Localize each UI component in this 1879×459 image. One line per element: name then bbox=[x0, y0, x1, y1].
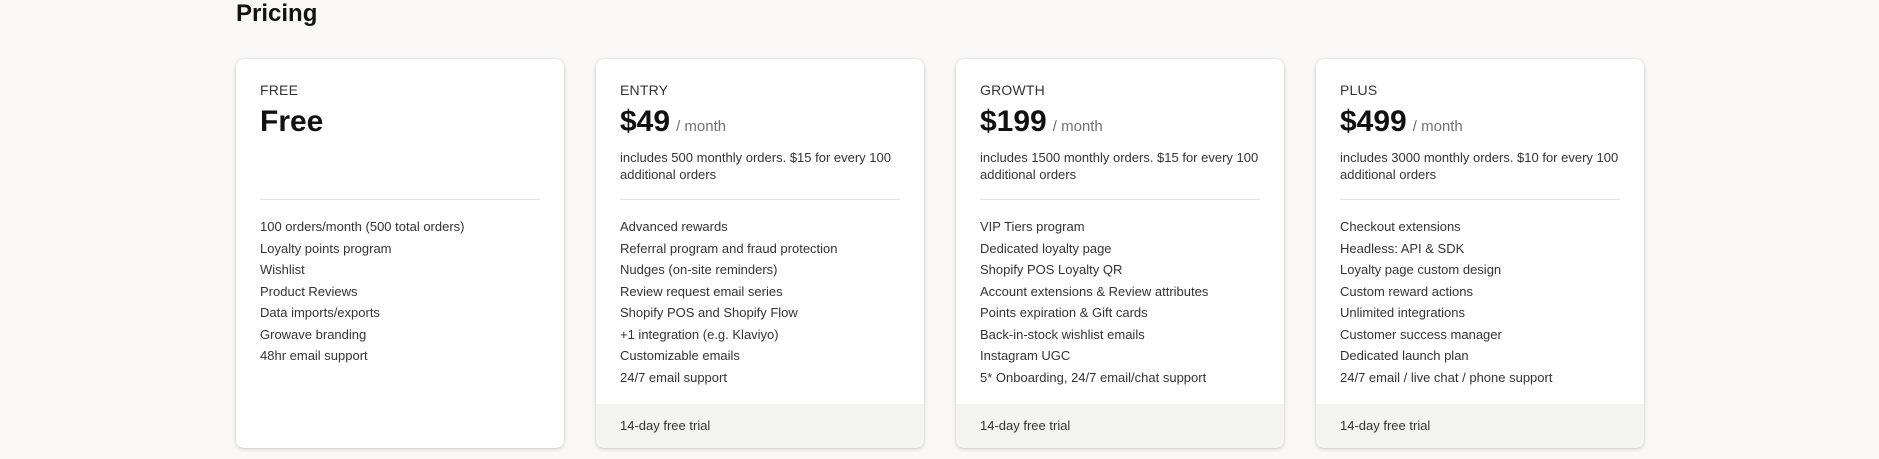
feature-list: VIP Tiers program Dedicated loyalty page S… bbox=[980, 216, 1260, 388]
page-title: Pricing bbox=[236, 0, 318, 27]
divider bbox=[1340, 199, 1620, 200]
pricing-card-entry: ENTRY $49 / month includes 500 monthly o… bbox=[596, 59, 924, 448]
feature-item: Back-in-stock wishlist emails bbox=[980, 326, 1145, 342]
feature-item: Referral program and fraud protection bbox=[620, 240, 838, 256]
feature-item: Nudges (on-site reminders) bbox=[620, 262, 778, 277]
feature-item: Loyalty points program bbox=[260, 240, 392, 256]
feature-list: 100 orders/month (500 total orders) Loyal… bbox=[260, 216, 540, 367]
feature-item: VIP Tiers program bbox=[980, 219, 1085, 234]
plan-label: FREE bbox=[260, 82, 299, 98]
plan-label: GROWTH bbox=[980, 82, 1045, 98]
plan-price: $49 bbox=[620, 105, 671, 138]
feature-item: 5* Onboarding, 24/7 email/chat support bbox=[980, 369, 1207, 385]
feature-item: Custom reward actions bbox=[1340, 283, 1473, 299]
pricing-card-growth: GROWTH $199 / month includes 1500 monthl… bbox=[956, 59, 1284, 448]
plan-price: Free bbox=[260, 105, 324, 138]
plan-period: / month bbox=[1052, 118, 1103, 135]
feature-item: Instagram UGC bbox=[980, 348, 1071, 363]
feature-item: 100 orders/month (500 total orders) bbox=[260, 219, 465, 234]
plan-description: includes 3000 monthly orders. $10 for ev… bbox=[1340, 150, 1619, 182]
feature-list: Checkout extensions Headless: API & SDK Lo… bbox=[1340, 216, 1620, 388]
feature-list: Advanced rewards Referral program and fra… bbox=[620, 216, 900, 388]
plan-label: PLUS bbox=[1340, 82, 1378, 98]
free-trial-footer: 14-day free trial bbox=[596, 404, 924, 448]
feature-item: 24/7 email support bbox=[620, 369, 727, 385]
feature-item: Points expiration & Gift cards bbox=[980, 305, 1148, 320]
feature-item: Product Reviews bbox=[260, 283, 358, 299]
plan-description bbox=[260, 149, 540, 189]
pricing-cards: FREE Free 100 orders/month (500 total or… bbox=[236, 59, 1644, 448]
plan-price: $499 bbox=[1340, 105, 1407, 138]
plan-period: / month bbox=[1412, 118, 1463, 135]
feature-item: Loyalty page custom design bbox=[1340, 262, 1502, 277]
plan-period: / month bbox=[676, 118, 727, 135]
divider bbox=[260, 199, 540, 200]
feature-item: Shopify POS and Shopify Flow bbox=[620, 305, 798, 320]
feature-item: Unlimited integrations bbox=[1340, 305, 1466, 320]
feature-item: Wishlist bbox=[260, 262, 305, 277]
feature-item: Customizable emails bbox=[620, 348, 740, 363]
feature-item: Checkout extensions bbox=[1340, 219, 1461, 234]
free-trial-footer: 14-day free trial bbox=[1316, 404, 1644, 448]
plan-description: includes 1500 monthly orders. $15 for ev… bbox=[980, 150, 1259, 182]
feature-item: Shopify POS Loyalty QR bbox=[980, 262, 1123, 277]
free-trial-footer: 14-day free trial bbox=[956, 404, 1284, 448]
feature-item: Data imports/exports bbox=[260, 305, 380, 320]
plan-description: includes 500 monthly orders. $15 for eve… bbox=[620, 150, 891, 182]
feature-item: Advanced rewards bbox=[620, 219, 728, 234]
feature-item: 24/7 email / live chat / phone support bbox=[1340, 369, 1553, 385]
feature-item: +1 integration (e.g. Klaviyo) bbox=[620, 326, 779, 342]
pricing-card-free: FREE Free 100 orders/month (500 total or… bbox=[236, 59, 564, 448]
divider bbox=[620, 199, 900, 200]
feature-item: Customer success manager bbox=[1340, 326, 1502, 342]
feature-item: 48hr email support bbox=[260, 348, 368, 363]
plan-price: $199 bbox=[980, 105, 1047, 138]
feature-item: Dedicated launch plan bbox=[1340, 348, 1469, 363]
divider bbox=[980, 199, 1260, 200]
feature-item: Headless: API & SDK bbox=[1340, 240, 1465, 256]
plan-label: ENTRY bbox=[620, 82, 669, 98]
pricing-card-plus: PLUS $499 / month includes 3000 monthly … bbox=[1316, 59, 1644, 448]
feature-item: Review request email series bbox=[620, 283, 783, 299]
feature-item: Growave branding bbox=[260, 326, 367, 342]
feature-item: Dedicated loyalty page bbox=[980, 240, 1112, 256]
feature-item: Account extensions & Review attributes bbox=[980, 283, 1209, 299]
